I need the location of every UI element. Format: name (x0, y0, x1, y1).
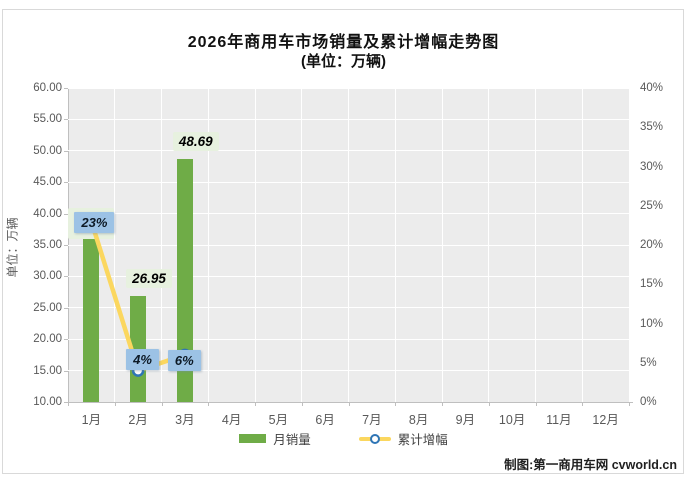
left-axis-tick-label: 25.00 (33, 301, 62, 314)
x-axis-tick-label: 8月 (408, 413, 429, 427)
credit-text: 制图:第一商用车网 cvworld.cn (504, 458, 677, 472)
x-axis-tick (629, 402, 630, 406)
v-gridline (441, 88, 443, 402)
v-gridline (114, 88, 116, 402)
v-gridline (535, 88, 536, 402)
left-axis-tick (64, 370, 68, 372)
left-axis-tick (64, 182, 68, 184)
left-axis-tick (64, 276, 68, 278)
right-axis-tick-label: 35% (640, 121, 664, 134)
left-axis-tick (64, 213, 68, 215)
right-axis-tick-label: 25% (640, 199, 664, 212)
left-axis-tick-label: 60.00 (33, 82, 62, 94)
right-axis-tick-label: 15% (640, 278, 664, 291)
right-axis-tick-label: 20% (640, 239, 664, 251)
bar-swatch-icon (239, 434, 267, 443)
x-axis-tick-label: 1月 (81, 413, 102, 427)
line-swatch-icon (358, 433, 391, 444)
x-axis-tick (114, 402, 116, 406)
x-axis-tick-label: 6月 (315, 413, 335, 427)
v-gridline (488, 88, 490, 402)
bar (83, 239, 100, 402)
x-axis-tick (68, 402, 69, 406)
bar-value-label: 48.69 (172, 132, 219, 152)
left-axis-tick (64, 245, 68, 246)
legend: 月销量 累计增幅 (0, 429, 687, 448)
left-axis-tick-label: 20.00 (33, 333, 62, 346)
chart-subtitle: (单位：万辆) (301, 53, 386, 70)
v-gridline (207, 88, 209, 402)
growth-pct-label: 23% (74, 212, 115, 234)
x-axis-tick (161, 402, 163, 406)
x-axis-tick (442, 402, 443, 406)
x-axis-tick (535, 402, 537, 406)
left-axis-tick-label: 40.00 (33, 207, 62, 220)
right-axis-tick-label: 40% (640, 82, 664, 94)
x-axis-tick-label: 4月 (221, 413, 242, 427)
x-axis-tick-label: 10月 (498, 413, 526, 427)
left-axis-tick-label: 50.00 (33, 144, 62, 157)
x-axis-tick-label: 3月 (175, 413, 195, 427)
legend-label-line: 累计增幅 (397, 433, 448, 447)
x-axis-tick-label: 9月 (455, 413, 476, 427)
growth-pct-label: 4% (126, 348, 159, 370)
v-gridline (254, 88, 256, 402)
left-axis-tick (64, 339, 68, 341)
left-axis-tick-label: 45.00 (33, 176, 62, 189)
x-axis-tick-label: 12月 (592, 413, 619, 427)
chart-title: 2026年商用车市场销量及累计增幅走势图 (187, 34, 500, 51)
x-axis-tick-label: 5月 (268, 413, 289, 427)
x-axis-tick (348, 402, 350, 406)
left-axis-tick (64, 88, 68, 89)
bar-value-label: 26.95 (126, 268, 172, 288)
right-axis-tick-label: 5% (640, 356, 657, 369)
legend-item-line: 累计增幅 (358, 429, 448, 448)
x-axis-tick (395, 402, 397, 406)
v-gridline (581, 88, 583, 402)
x-axis-tick (488, 402, 490, 406)
x-axis-tick-label: 7月 (362, 413, 382, 427)
v-gridline (301, 88, 303, 402)
left-axis-tick (64, 307, 68, 309)
v-gridline (394, 88, 396, 402)
legend-item-bar: 月销量 (239, 429, 311, 448)
left-axis-tick-label: 10.00 (33, 396, 62, 408)
v-gridline (348, 88, 349, 402)
right-axis-tick-label: 0% (640, 396, 657, 408)
x-axis-tick-label: 2月 (128, 413, 148, 427)
left-axis-tick-label: 30.00 (33, 270, 62, 283)
x-axis-line (64, 402, 633, 403)
x-axis-tick-label: 11月 (546, 413, 572, 427)
growth-pct-label: 6% (167, 349, 201, 371)
left-axis-tick (64, 150, 68, 152)
x-axis-tick (582, 402, 584, 406)
left-axis-tick (64, 119, 68, 121)
bar (176, 159, 193, 402)
x-axis-tick (208, 402, 210, 406)
legend-label-bar: 月销量 (273, 433, 311, 447)
x-axis-tick (301, 402, 303, 406)
v-gridline (628, 88, 630, 402)
left-axis-tick-label: 55.00 (33, 113, 62, 126)
right-axis-tick-label: 30% (640, 160, 664, 173)
v-gridline (161, 88, 162, 402)
left-axis-tick-label: 15.00 (33, 364, 62, 377)
x-axis-tick (255, 402, 256, 406)
left-axis-tick-label: 35.00 (33, 239, 62, 251)
right-axis-tick-label: 10% (640, 317, 664, 330)
